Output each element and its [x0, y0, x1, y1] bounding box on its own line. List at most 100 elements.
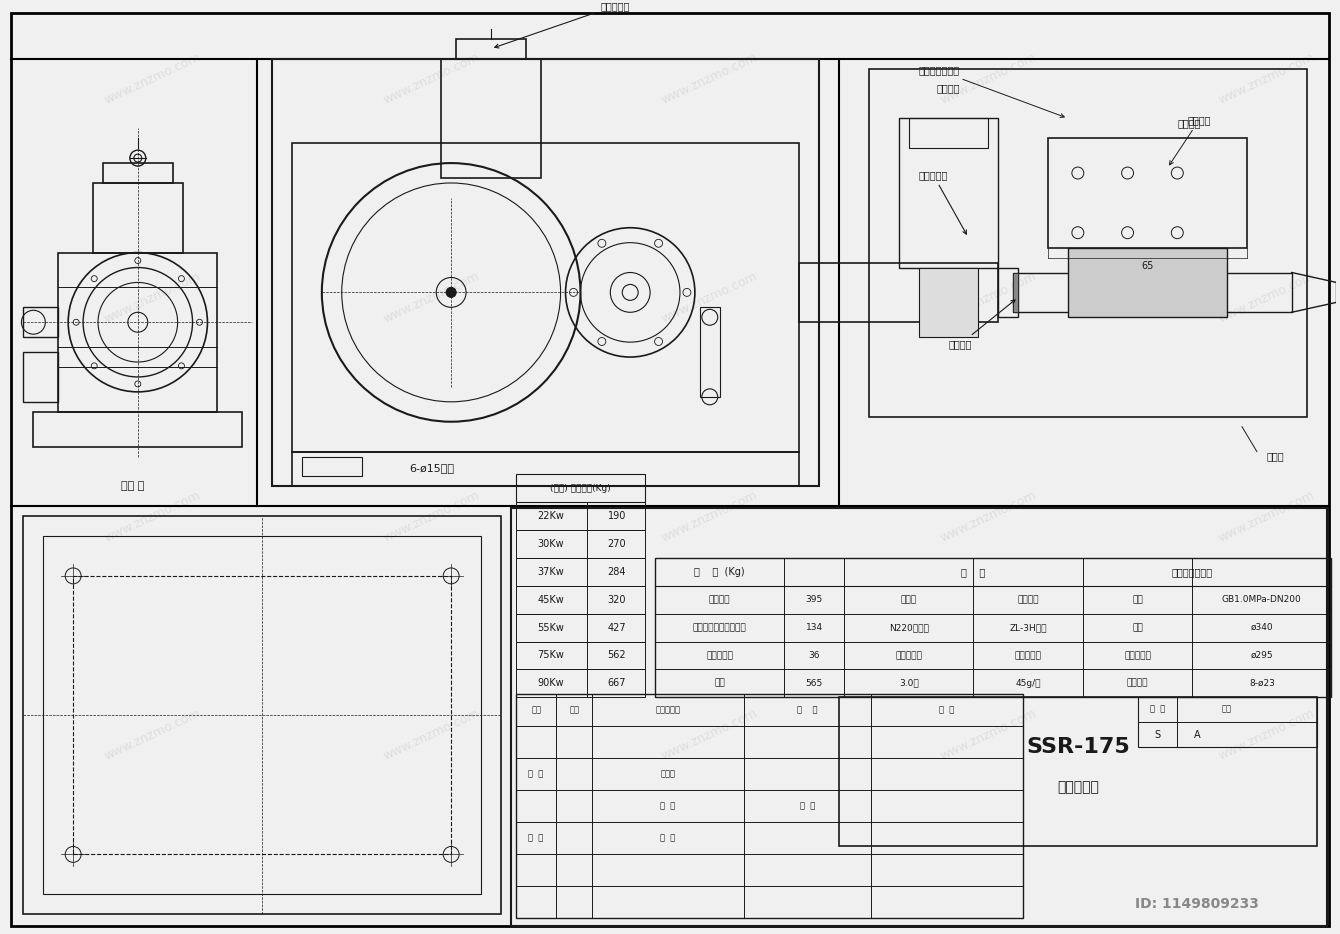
Text: www.znzmo.com: www.znzmo.com	[1217, 50, 1317, 106]
Text: 吸入消音器: 吸入消音器	[706, 651, 733, 660]
Text: S: S	[1154, 730, 1160, 740]
Text: (单机) 机组重量(Kg): (单机) 机组重量(Kg)	[551, 484, 611, 493]
Bar	[998, 267, 1018, 318]
Bar	[23, 517, 501, 914]
Text: A: A	[1194, 730, 1201, 740]
Text: 审  核: 审 核	[661, 801, 675, 811]
Text: 吸入消音器: 吸入消音器	[494, 1, 630, 48]
Bar	[516, 694, 1024, 918]
Bar	[839, 698, 1317, 846]
Text: 审  定: 审 定	[800, 801, 815, 811]
Bar	[909, 119, 989, 149]
Text: www.znzmo.com: www.znzmo.com	[381, 488, 481, 545]
Text: 562: 562	[607, 650, 626, 660]
Text: www.znzmo.com: www.znzmo.com	[659, 707, 760, 763]
Text: www.znzmo.com: www.znzmo.com	[1217, 269, 1317, 325]
Text: 55Kw: 55Kw	[537, 623, 564, 632]
Bar	[516, 614, 645, 642]
Text: 弹性接头: 弹性接头	[949, 300, 1014, 349]
Bar	[516, 586, 645, 614]
Text: 65: 65	[1142, 261, 1154, 271]
Text: ø295: ø295	[1250, 651, 1273, 660]
Text: 工业齿轮油: 工业齿轮油	[895, 651, 922, 660]
Circle shape	[446, 288, 456, 297]
Text: www.znzmo.com: www.znzmo.com	[938, 488, 1038, 545]
Bar	[292, 451, 800, 487]
Text: www.znzmo.com: www.znzmo.com	[938, 707, 1038, 763]
Text: 批  准: 批 准	[528, 834, 544, 842]
Text: www.znzmo.com: www.znzmo.com	[1217, 707, 1317, 763]
Bar	[92, 183, 182, 252]
Text: 320: 320	[607, 595, 626, 605]
Text: 565: 565	[805, 679, 823, 687]
Bar	[699, 307, 720, 397]
Text: 润    滑: 润 滑	[961, 567, 985, 577]
Bar	[899, 119, 998, 267]
Text: ø340: ø340	[1250, 623, 1273, 632]
Text: 进口: 进口	[1132, 595, 1143, 604]
Text: GB1.0MPa-DN200: GB1.0MPa-DN200	[1222, 595, 1301, 604]
Text: 标记: 标记	[531, 706, 541, 715]
Text: 36: 36	[808, 651, 820, 660]
Text: 基座 图: 基座 图	[121, 481, 145, 491]
Text: 通用底座: 通用底座	[937, 83, 961, 93]
Text: 更改文件号: 更改文件号	[655, 706, 681, 715]
Text: 395: 395	[805, 595, 823, 604]
Bar	[516, 531, 645, 558]
Bar	[1068, 248, 1227, 318]
Bar	[655, 558, 1332, 698]
Text: 45Kw: 45Kw	[537, 595, 564, 605]
Text: 6-ø15螺孔: 6-ø15螺孔	[409, 463, 454, 474]
Text: 3.0升: 3.0升	[899, 679, 919, 687]
Text: 外径: 外径	[1132, 623, 1143, 632]
Bar	[43, 536, 481, 894]
Text: 37Kw: 37Kw	[537, 567, 564, 577]
Text: 轴孔中心距: 轴孔中心距	[1124, 651, 1151, 660]
Text: 齿轮箱: 齿轮箱	[900, 595, 917, 604]
Bar	[516, 670, 645, 698]
Bar	[103, 163, 173, 183]
Text: 比例: 比例	[1222, 704, 1231, 714]
Text: 134: 134	[805, 623, 823, 632]
Text: 427: 427	[607, 623, 626, 632]
Bar	[1013, 273, 1018, 312]
Text: 单向阀: 单向阀	[1266, 451, 1285, 461]
Text: 设  计: 设 计	[528, 770, 544, 779]
Bar	[919, 267, 978, 337]
Bar	[800, 262, 998, 322]
Text: 签    字: 签 字	[797, 706, 817, 715]
Text: 30Kw: 30Kw	[537, 539, 564, 549]
Text: 外形尺寸图: 外形尺寸图	[1057, 780, 1099, 794]
Text: 22Kw: 22Kw	[537, 511, 564, 521]
Text: ZL-3H锂基: ZL-3H锂基	[1009, 623, 1047, 632]
Text: ID: 1149809233: ID: 1149809233	[1135, 898, 1260, 912]
Text: www.znzmo.com: www.znzmo.com	[938, 269, 1038, 325]
Bar	[441, 59, 540, 178]
Bar	[58, 252, 217, 412]
Text: www.znzmo.com: www.znzmo.com	[103, 50, 202, 106]
Text: 底座、皮带轮、皮带轮: 底座、皮带轮、皮带轮	[693, 623, 746, 632]
Bar	[456, 38, 525, 59]
Text: 667: 667	[607, 678, 626, 688]
Text: 螺栓组距: 螺栓组距	[1127, 679, 1148, 687]
Text: N220中齿轮: N220中齿轮	[888, 623, 929, 632]
Bar	[1013, 273, 1292, 312]
Text: 比  例: 比 例	[1150, 704, 1164, 714]
Text: www.znzmo.com: www.znzmo.com	[659, 50, 760, 106]
Text: 管路规格及型式: 管路规格及型式	[1171, 567, 1213, 577]
Text: 8-ø23: 8-ø23	[1249, 679, 1274, 687]
Bar	[516, 642, 645, 670]
Bar	[868, 68, 1306, 417]
Text: www.znzmo.com: www.znzmo.com	[103, 707, 202, 763]
Bar	[516, 474, 645, 502]
Text: 重    量  (Kg): 重 量 (Kg)	[694, 567, 745, 577]
Bar	[516, 558, 645, 586]
Text: 45g/支: 45g/支	[1016, 679, 1041, 687]
Text: 284: 284	[607, 567, 626, 577]
Text: 风机本体: 风机本体	[709, 595, 730, 604]
Text: 270: 270	[607, 539, 626, 549]
Bar	[302, 457, 362, 476]
Text: www.znzmo.com: www.znzmo.com	[103, 269, 202, 325]
Text: SSR-175: SSR-175	[1026, 737, 1130, 757]
Bar	[23, 307, 58, 337]
